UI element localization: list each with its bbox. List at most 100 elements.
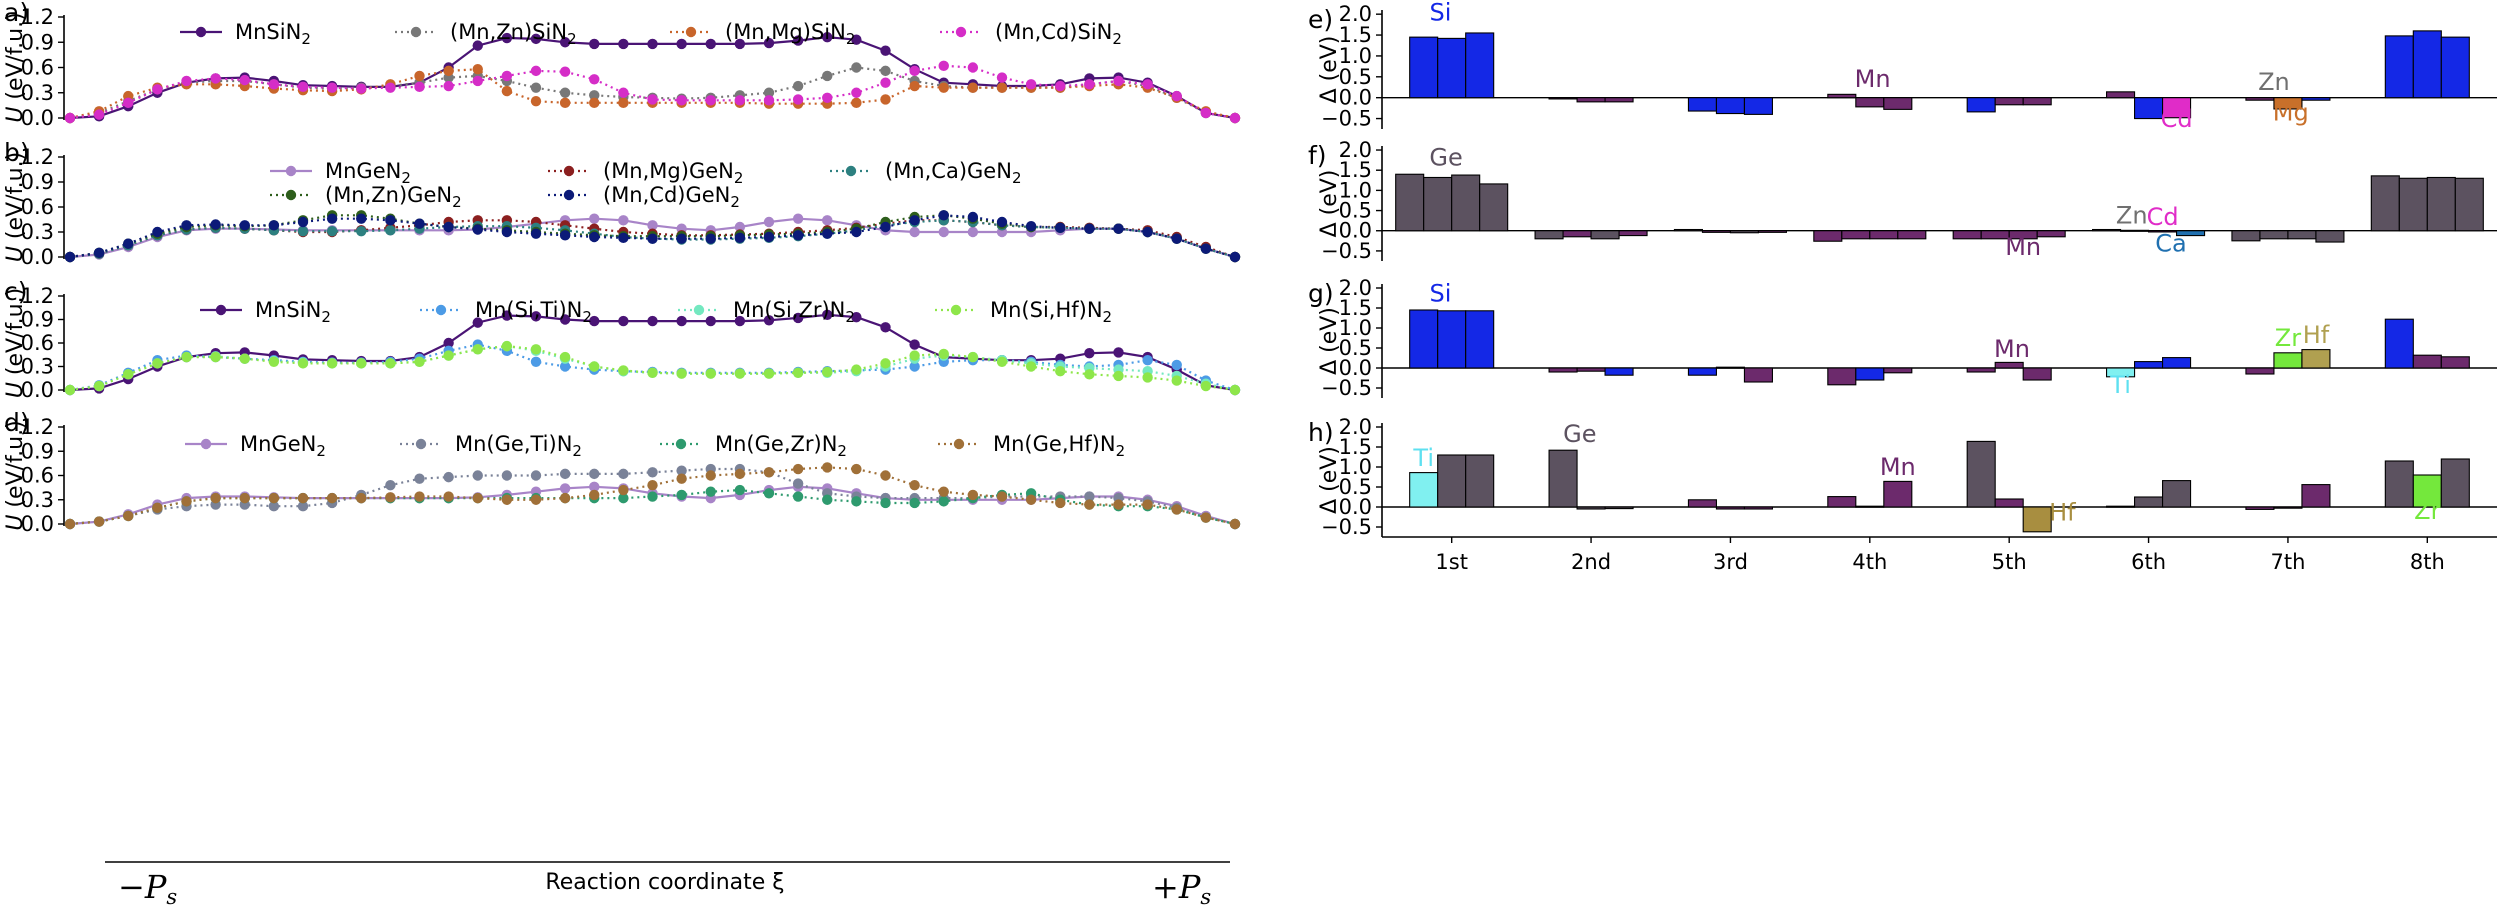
data-point (472, 63, 483, 75)
legend-entry: (Mn,Zn)SiN2 (450, 20, 577, 48)
data-point (822, 228, 833, 239)
bar (2412, 354, 2442, 369)
bar-panel-g: −0.50.00.51.01.52.0g)Δ (eV) Si Mn Ti Zr Hf (1308, 276, 2497, 400)
element-annotation: Zn (2258, 68, 2290, 96)
y-tick-label: 1.0 (1339, 178, 1372, 202)
data-point (1171, 504, 1182, 515)
bar (1827, 367, 1857, 386)
legend-entry: MnSiN2 (235, 20, 311, 48)
bar (2259, 230, 2289, 240)
data-point (530, 344, 542, 355)
data-point (385, 82, 396, 93)
bar (2273, 352, 2303, 369)
data-point (705, 315, 716, 327)
data-point (763, 467, 775, 478)
data-point (1113, 370, 1124, 382)
bar (1409, 309, 1439, 369)
bar (1869, 230, 1899, 240)
y-tick-label: 0.9 (21, 439, 54, 463)
data-point (326, 82, 338, 93)
element-annotation: Ti (2109, 371, 2131, 399)
bar (2287, 230, 2317, 240)
data-point (1055, 80, 1066, 92)
bar (1966, 367, 1996, 373)
data-point (589, 97, 600, 109)
data-point (1171, 375, 1182, 386)
bar (1855, 367, 1885, 381)
bar (1465, 310, 1495, 369)
data-point (822, 70, 833, 82)
data-point (501, 310, 513, 321)
data-point (996, 82, 1008, 93)
data-point (1084, 223, 1095, 234)
bar (1548, 367, 1578, 373)
data-point (676, 489, 687, 501)
data-point (472, 75, 483, 87)
bar (1437, 454, 1467, 508)
data-point (1025, 79, 1037, 90)
legend-marker (285, 165, 297, 177)
data-point (530, 311, 542, 322)
data-point (210, 351, 221, 363)
panel-label: a) (4, 0, 29, 27)
legend-entry: (Mn,Cd)GeN2 (603, 183, 740, 211)
x-tick-label: 4th (1852, 550, 1887, 574)
data-point (1171, 90, 1182, 102)
data-point (356, 225, 367, 237)
data-point (763, 488, 775, 499)
y-tick-label: 1.0 (1339, 44, 1372, 68)
line-panel-a: 0.00.30.60.91.2a)U (eV/f.u.) MnSiN2 (Mn,Zn… (3, 0, 1241, 130)
data-point (1084, 499, 1095, 510)
bar (2106, 367, 2136, 378)
data-point (589, 74, 600, 85)
data-point (559, 87, 571, 98)
y-tick-label: 1.5 (1339, 23, 1372, 47)
bar (1743, 367, 1773, 383)
data-point (647, 367, 658, 378)
data-point (851, 496, 862, 507)
data-point (589, 481, 600, 493)
data-point (530, 356, 542, 367)
data-point (1142, 79, 1153, 90)
y-axis-label: U (eV/f.u.) (3, 152, 28, 262)
y-tick-label: 0.5 (1339, 336, 1372, 360)
data-point (589, 489, 600, 501)
data-point (210, 73, 221, 84)
data-point (1055, 222, 1066, 234)
element-annotation: Cd (2147, 203, 2179, 231)
data-point (589, 90, 600, 101)
series-line-Mn(Si,Hf)N2 (69, 344, 1236, 392)
data-point (589, 213, 600, 224)
y-axis-label: Δ (eV) (1317, 307, 1342, 375)
bar (1576, 506, 1606, 510)
data-point (443, 337, 454, 349)
data-point (909, 497, 920, 509)
bar (2301, 97, 2331, 101)
data-point (909, 65, 920, 77)
data-point (1171, 233, 1182, 244)
data-point (326, 492, 338, 504)
data-point (909, 215, 920, 226)
bar (1534, 230, 1564, 240)
data-point (239, 74, 250, 86)
data-point (763, 231, 775, 243)
data-point (880, 358, 891, 369)
y-axis-label: U (eV/f.u.) (3, 288, 28, 398)
element-annotation: Mn (1855, 65, 1891, 93)
bar (2440, 356, 2470, 369)
data-point (559, 97, 571, 109)
data-point (297, 492, 309, 504)
y-tick-label: 1.0 (1339, 455, 1372, 479)
data-point (880, 77, 891, 88)
x-tick-label: 7th (2270, 550, 2305, 574)
data-point (385, 225, 396, 236)
bar (1673, 228, 1703, 232)
data-point (123, 510, 134, 522)
bar (2398, 177, 2428, 232)
bar (2245, 506, 2275, 510)
data-point (938, 226, 949, 238)
data-point (618, 315, 629, 327)
data-point (1084, 79, 1095, 90)
data-point (530, 33, 542, 45)
data-point (472, 317, 483, 328)
